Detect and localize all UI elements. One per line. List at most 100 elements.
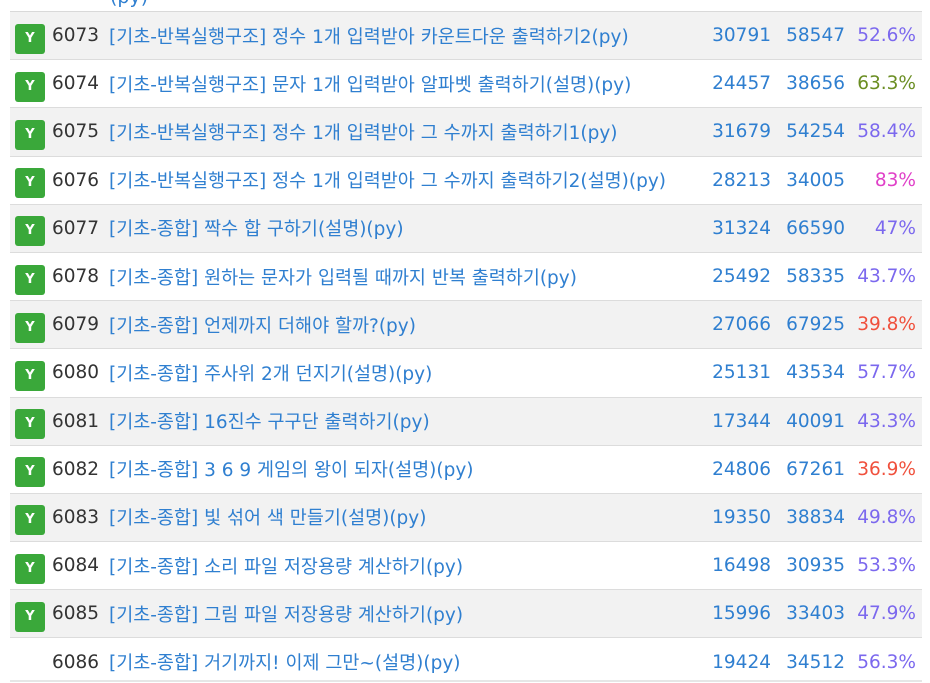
solved-count-link[interactable]: 15996	[699, 589, 771, 639]
problem-title-link[interactable]: [기초-종합] 빛 섞어 색 만들기(설명)(py)	[109, 508, 427, 530]
problem-title-link[interactable]: [기초-종합] 언제까지 더해야 할까?(py)	[109, 315, 416, 337]
problem-id: 6084	[52, 541, 109, 591]
problem-title-link[interactable]: [기초-반복실행구조] 문자 1개 입력받아 알파벳 출력하기(설명)(py)	[109, 74, 632, 96]
table-row[interactable]: 6086 [기초-종합] 거기까지! 이제 그만~(설명)(py) 19424 345…	[10, 637, 922, 683]
success-rate: 39.8%	[845, 300, 922, 350]
success-rate: 57.7%	[845, 348, 922, 398]
submission-count-link[interactable]: 58335	[771, 252, 845, 302]
table-row[interactable]: Y 6078 [기초-종합] 원하는 문자가 입력될 때까지 반복 출력하기(py)…	[10, 252, 922, 302]
solved-count-link[interactable]: 24806	[699, 445, 771, 494]
problem-title-link[interactable]: [기초-종합] 16진수 구구단 출력하기(py)	[109, 412, 430, 434]
submission-count-link[interactable]: 38656	[771, 59, 845, 109]
solved-count-link[interactable]: 19424	[699, 637, 771, 683]
problem-title-link[interactable]: [기초-종합] 그림 파일 저장용량 계산하기(py)	[109, 604, 464, 626]
table-row[interactable]: Y 6080 [기초-종합] 주사위 2개 던지기(설명)(py) 25131 4353…	[10, 348, 922, 398]
solved-count-link[interactable]: 17344	[699, 397, 771, 446]
success-rate: 58.4%	[845, 107, 922, 157]
problem-title-link[interactable]: [기초-반복실행구조] 정수 1개 입력받아 그 수까지 출력하기2(설명)(p…	[109, 171, 666, 193]
submission-count-link[interactable]: 54254	[771, 107, 845, 157]
solved-badge: Y	[15, 360, 45, 391]
solved-badge: Y	[15, 264, 45, 295]
problem-title-link[interactable]: [기초-종합] 3 6 9 게임의 왕이 되자(설명)(py)	[109, 460, 474, 482]
table-row[interactable]: Y 6079 [기초-종합] 언제까지 더해야 할까?(py) 27066 67925 3…	[10, 300, 922, 350]
problem-title-link[interactable]: [기초-종합] 거기까지! 이제 그만~(설명)(py)	[109, 653, 461, 675]
solved-count-link[interactable]: 28213	[699, 156, 771, 205]
problem-title-cell: [기초-반복실행구조] 정수 1개 입력받아 카운트다운 출력하기2(py)	[109, 12, 699, 61]
top-border	[10, 11, 922, 12]
success-rate: 83%	[845, 156, 922, 205]
table-row[interactable]: Y 6074 [기초-반복실행구조] 문자 1개 입력받아 알파벳 출력하기(설명)…	[10, 59, 922, 109]
problem-id: 6073	[52, 12, 109, 61]
submission-count-link[interactable]: 33403	[771, 589, 845, 639]
solved-count-link[interactable]: 16498	[699, 541, 771, 591]
solved-badge: Y	[15, 71, 45, 102]
table-row[interactable]: Y 6084 [기초-종합] 소리 파일 저장용량 계산하기(py) 16498 309…	[10, 541, 922, 591]
success-rate: 36.9%	[845, 445, 922, 494]
problem-id: 6074	[52, 59, 109, 109]
status-cell: Y	[10, 252, 52, 302]
solved-badge: Y	[15, 409, 45, 440]
solved-count-link[interactable]: 24457	[699, 59, 771, 109]
problem-title-cell: [기초-종합] 거기까지! 이제 그만~(설명)(py)	[109, 637, 699, 683]
table-row[interactable]: Y 6075 [기초-반복실행구조] 정수 1개 입력받아 그 수까지 출력하기1(…	[10, 107, 922, 157]
problem-title-link[interactable]: [기초-종합] 주사위 2개 던지기(설명)(py)	[109, 363, 433, 385]
problem-id: 6078	[52, 252, 109, 302]
table-row[interactable]: Y 6073 [기초-반복실행구조] 정수 1개 입력받아 카운트다운 출력하기2(…	[10, 12, 922, 61]
solved-count-link[interactable]: 19350	[699, 493, 771, 543]
problem-id: 6082	[52, 445, 109, 494]
problem-title-link[interactable]: [기초-종합] 원하는 문자가 입력될 때까지 반복 출력하기(py)	[109, 267, 577, 289]
submission-count-link[interactable]: 38834	[771, 493, 845, 543]
table-row[interactable]: Y 6077 [기초-종합] 짝수 합 구하기(설명)(py) 31324 66590 4…	[10, 204, 922, 253]
submission-count-link[interactable]: 34512	[771, 637, 845, 683]
previous-row-cut-title[interactable]: (py)	[110, 0, 148, 8]
solved-badge: Y	[15, 553, 45, 584]
table-row[interactable]: Y 6076 [기초-반복실행구조] 정수 1개 입력받아 그 수까지 출력하기2(…	[10, 156, 922, 205]
status-cell: Y	[10, 445, 52, 494]
table-row[interactable]: Y 6082 [기초-종합] 3 6 9 게임의 왕이 되자(설명)(py) 2480…	[10, 445, 922, 494]
submission-count-link[interactable]: 66590	[771, 204, 845, 253]
status-cell: Y	[10, 541, 52, 591]
success-rate: 47.9%	[845, 589, 922, 639]
table-row[interactable]: Y 6083 [기초-종합] 빛 섞어 색 만들기(설명)(py) 19350 3883…	[10, 493, 922, 543]
problem-id: 6081	[52, 397, 109, 446]
submission-count-link[interactable]: 43534	[771, 348, 845, 398]
submission-count-link[interactable]: 67261	[771, 445, 845, 494]
submission-count-link[interactable]: 34005	[771, 156, 845, 205]
solved-count-link[interactable]: 30791	[699, 12, 771, 61]
problem-title-link[interactable]: [기초-반복실행구조] 정수 1개 입력받아 카운트다운 출력하기2(py)	[109, 26, 629, 48]
problem-title-link[interactable]: [기초-종합] 짝수 합 구하기(설명)(py)	[109, 219, 404, 241]
problem-id: 6077	[52, 204, 109, 253]
problem-table: Y 6073 [기초-반복실행구조] 정수 1개 입력받아 카운트다운 출력하기2(…	[10, 12, 922, 683]
table-row[interactable]: Y 6085 [기초-종합] 그림 파일 저장용량 계산하기(py) 15996 334…	[10, 589, 922, 639]
bottom-border	[10, 680, 922, 682]
problem-title-link[interactable]: [기초-반복실행구조] 정수 1개 입력받아 그 수까지 출력하기1(py)	[109, 122, 618, 144]
submission-count-link[interactable]: 67925	[771, 300, 845, 350]
solved-badge: Y	[15, 601, 45, 632]
problem-title-cell: [기초-종합] 언제까지 더해야 할까?(py)	[109, 300, 699, 350]
problem-title-cell: [기초-반복실행구조] 정수 1개 입력받아 그 수까지 출력하기2(설명)(p…	[109, 156, 699, 205]
status-cell: Y	[10, 156, 52, 205]
status-cell: Y	[10, 397, 52, 446]
status-cell: Y	[10, 12, 52, 61]
solved-count-link[interactable]: 31324	[699, 204, 771, 253]
solved-count-link[interactable]: 27066	[699, 300, 771, 350]
submission-count-link[interactable]: 30935	[771, 541, 845, 591]
problem-title-cell: [기초-종합] 짝수 합 구하기(설명)(py)	[109, 204, 699, 253]
solved-count-link[interactable]: 31679	[699, 107, 771, 157]
submission-count-link[interactable]: 58547	[771, 12, 845, 61]
solved-count-link[interactable]: 25131	[699, 348, 771, 398]
success-rate: 43.7%	[845, 252, 922, 302]
status-cell	[10, 637, 52, 683]
success-rate: 49.8%	[845, 493, 922, 543]
problem-id: 6079	[52, 300, 109, 350]
success-rate: 47%	[845, 204, 922, 253]
submission-count-link[interactable]: 40091	[771, 397, 845, 446]
solved-badge: Y	[15, 168, 45, 199]
status-cell: Y	[10, 59, 52, 109]
problem-title-link[interactable]: [기초-종합] 소리 파일 저장용량 계산하기(py)	[109, 556, 464, 578]
problem-table-body: Y 6073 [기초-반복실행구조] 정수 1개 입력받아 카운트다운 출력하기2(…	[10, 12, 922, 683]
problem-title-cell: [기초-종합] 원하는 문자가 입력될 때까지 반복 출력하기(py)	[109, 252, 699, 302]
solved-count-link[interactable]: 25492	[699, 252, 771, 302]
table-row[interactable]: Y 6081 [기초-종합] 16진수 구구단 출력하기(py) 17344 40091…	[10, 397, 922, 446]
